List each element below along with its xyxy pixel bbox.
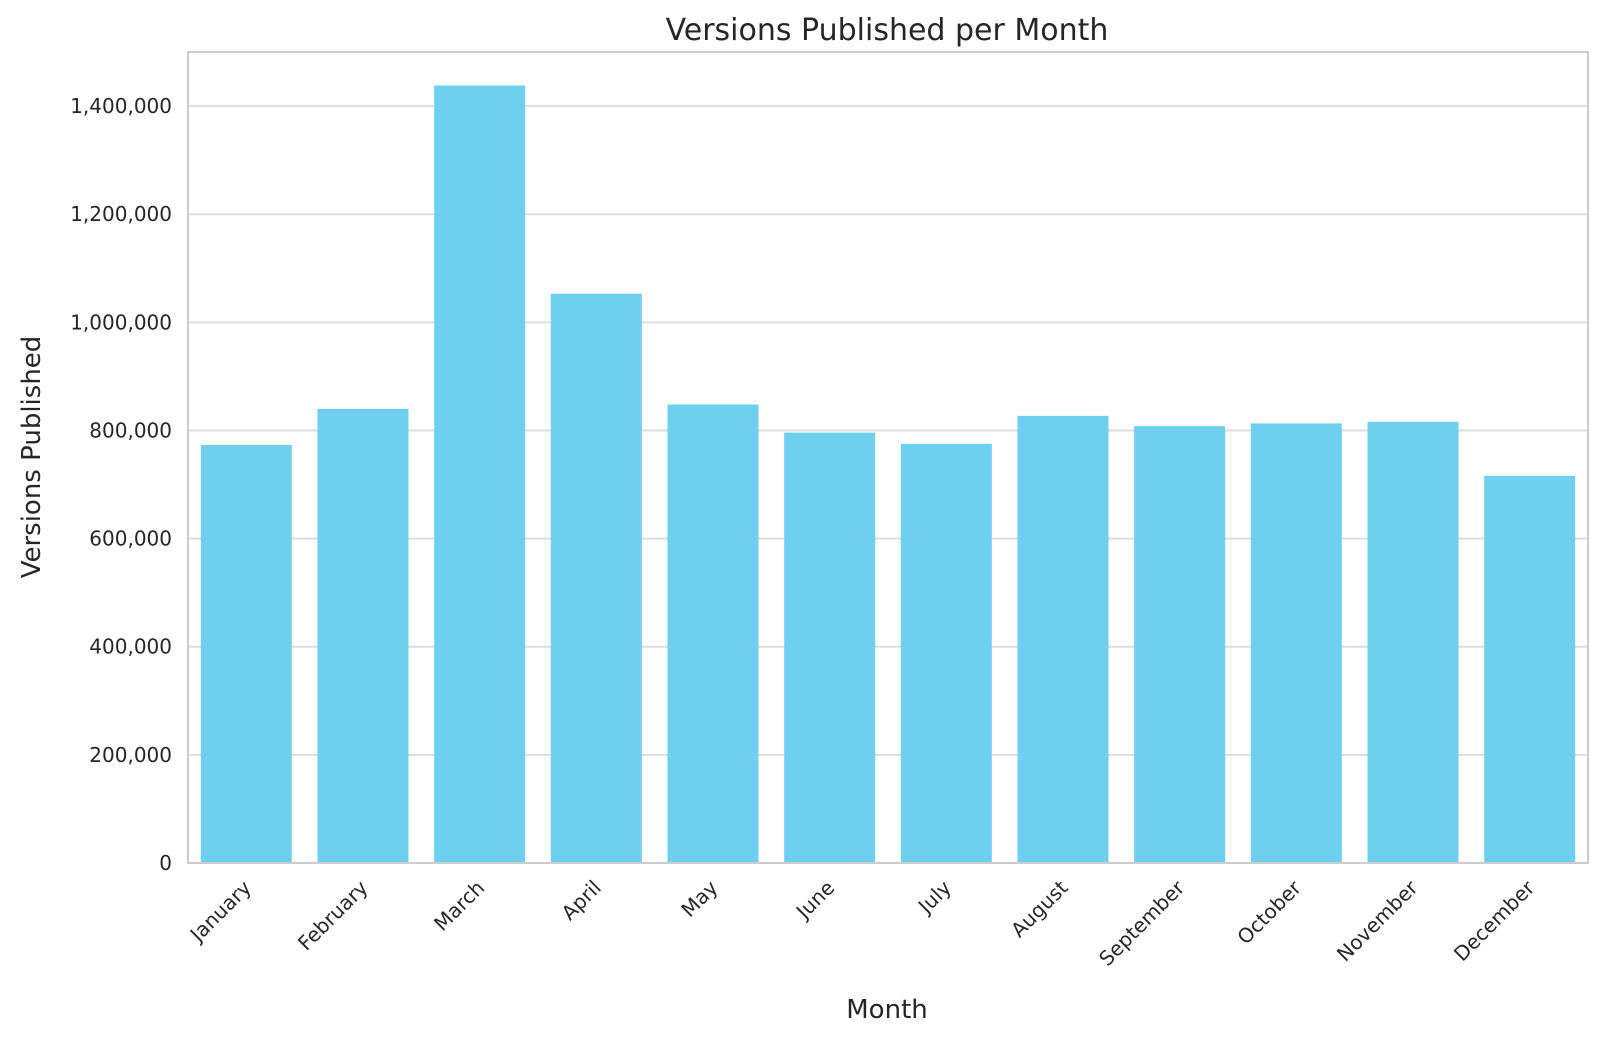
bar-april — [550, 293, 642, 864]
bar-may — [667, 404, 759, 863]
bar-october — [1250, 423, 1342, 863]
y-tick-label: 0 — [159, 851, 172, 875]
bar-february — [317, 408, 409, 863]
y-tick-label: 200,000 — [89, 743, 172, 767]
bar-november — [1367, 421, 1459, 863]
y-tick-label: 600,000 — [89, 527, 172, 551]
y-tick-label: 800,000 — [89, 418, 172, 442]
bar-march — [434, 85, 526, 863]
bar-june — [784, 432, 876, 863]
y-axis-ticks: 0 200,000 400,000 600,000 800,000 1,000,000 1,… — [70, 94, 172, 875]
bars — [200, 85, 1576, 864]
axes-frame — [187, 51, 1589, 864]
y-tick-label: 400,000 — [89, 635, 172, 659]
bar-january — [200, 445, 292, 863]
bar-september — [1134, 426, 1226, 863]
y-axis-label: Versions Published — [17, 336, 47, 579]
y-tick-label: 1,400,000 — [70, 94, 172, 118]
chart-title: Versions Published per Month — [666, 13, 1109, 48]
bar-july — [900, 443, 992, 863]
bar-december — [1484, 475, 1576, 863]
y-tick-label: 1,200,000 — [70, 202, 172, 226]
x-axis-label: Month — [846, 995, 928, 1025]
y-tick-label: 1,000,000 — [70, 310, 172, 334]
bar-august — [1017, 415, 1109, 863]
plot-frame — [187, 51, 1589, 864]
